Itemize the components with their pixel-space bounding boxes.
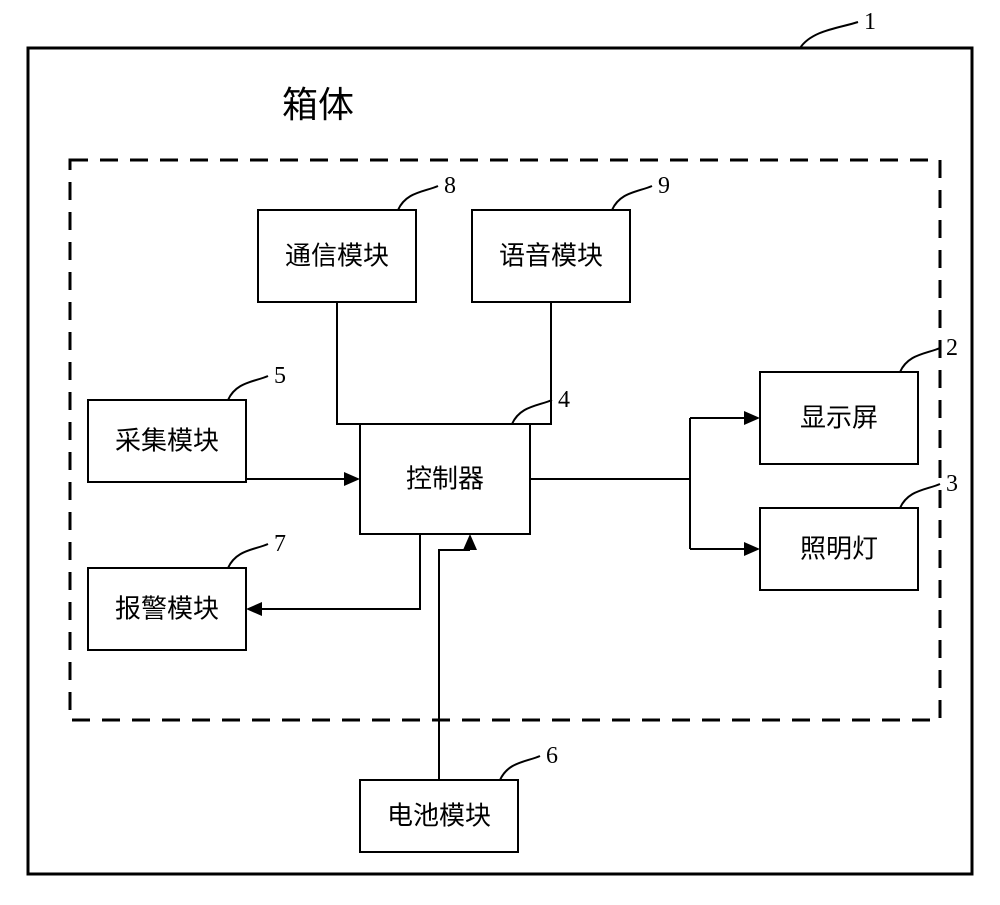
callout-num-light: 3 [946, 471, 958, 497]
callout-num-acquire: 5 [274, 363, 286, 389]
callout-num-ctrl: 4 [558, 387, 570, 413]
node-label-light: 照明灯 [800, 535, 878, 564]
node-label-alarm: 报警模块 [115, 595, 219, 624]
node-label-comm: 通信模块 [285, 242, 389, 271]
node-label-acquire: 采集模块 [115, 427, 219, 456]
callout-num-comm: 8 [444, 173, 456, 199]
callout-num-battery: 6 [546, 743, 558, 769]
callout-num-outer: 1 [864, 9, 876, 35]
node-label-ctrl: 控制器 [406, 465, 484, 494]
node-label-display: 显示屏 [800, 404, 878, 433]
callout-outer [800, 22, 858, 48]
outer-box-title: 箱体 [282, 85, 354, 125]
node-label-battery: 电池模块 [387, 802, 491, 831]
callout-num-display: 2 [946, 335, 958, 361]
callout-num-voice: 9 [658, 173, 670, 199]
callout-num-alarm: 7 [274, 531, 286, 557]
node-label-voice: 语音模块 [499, 242, 603, 271]
